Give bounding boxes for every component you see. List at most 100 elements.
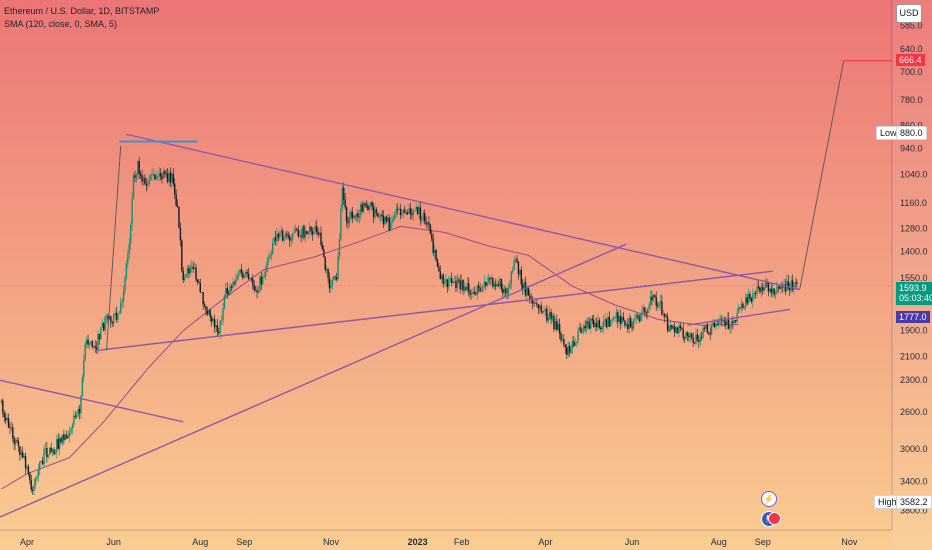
projection-line[interactable] [106, 145, 122, 351]
candle-body [100, 327, 102, 340]
trendline[interactable] [687, 308, 790, 326]
candle-body [611, 318, 613, 321]
trendline[interactable] [0, 243, 627, 518]
candle-body [605, 319, 608, 328]
candle-body [509, 283, 511, 289]
candle-body [280, 230, 282, 234]
sma-legend[interactable]: SMA (120, close, 0, SMA, 5) [4, 19, 118, 29]
trendlines-group[interactable] [0, 60, 892, 518]
candle-body [232, 282, 234, 288]
candle-body [648, 304, 650, 309]
candle-body [12, 427, 14, 439]
candle-body [27, 466, 30, 474]
candle-body [737, 307, 740, 313]
candle-body [156, 176, 159, 178]
candle-body [583, 325, 585, 333]
symbol-legend[interactable]: Ethereum / U.S. Dollar, 1D, BITSTAMP [4, 6, 160, 16]
candle-body [563, 339, 565, 345]
candle-body [391, 220, 393, 224]
candle-body [50, 447, 52, 452]
candle-body [93, 346, 95, 347]
candle-body [196, 279, 199, 282]
candle-body [129, 224, 132, 244]
trendline[interactable] [0, 379, 184, 423]
candle-body [533, 303, 535, 304]
candle-body [431, 234, 433, 239]
sma-group [1, 225, 739, 490]
candle-body [70, 428, 72, 433]
currency-button[interactable]: USD [896, 4, 922, 23]
candle-body [37, 469, 40, 477]
candle-body [162, 171, 165, 179]
candle-body [382, 216, 385, 225]
candle-body [473, 291, 476, 294]
y-tick-label: 940.0 [900, 143, 923, 153]
candle-body [245, 271, 247, 276]
candle-body [695, 334, 697, 344]
candle-body [51, 449, 54, 452]
candle-body [776, 286, 778, 294]
dividend-event-icon[interactable] [768, 512, 781, 525]
candle-body [338, 239, 341, 257]
candle-body [771, 288, 774, 293]
candle-body [20, 452, 23, 455]
candle-body [236, 276, 238, 280]
candle-body [662, 314, 665, 315]
candle-body [561, 339, 564, 341]
candle-body [610, 320, 612, 327]
candle-body [764, 282, 767, 289]
candle-body [131, 198, 133, 225]
candle-body [725, 321, 727, 326]
candle-body [33, 484, 35, 491]
projection-line[interactable] [799, 60, 845, 290]
price-axis-panel[interactable] [892, 0, 932, 550]
candle-body [740, 303, 743, 308]
candle-body [766, 282, 768, 284]
candle-body [762, 286, 764, 291]
candle-body [688, 335, 690, 338]
candle-body [34, 478, 37, 485]
candle-body [304, 231, 307, 238]
candle-body [60, 437, 62, 443]
trendline[interactable] [96, 270, 773, 352]
candle-body [240, 269, 243, 273]
y-tick-label: 3800.0 [900, 505, 928, 515]
candle-body [571, 341, 574, 349]
candle-body [604, 319, 606, 322]
candle-body [105, 316, 108, 317]
candle-body [313, 231, 315, 235]
candle-body [486, 282, 488, 286]
candle-body [482, 284, 484, 292]
candle-body [584, 325, 586, 329]
axis-y-group[interactable]: 585.0 640.0 700.0 780.0 860.0 940.0 1040.0 1160… [891, 0, 932, 550]
candle-body [81, 377, 84, 397]
candle-body [125, 263, 128, 278]
candle-body [453, 281, 456, 283]
candle-body [681, 327, 683, 330]
candle-body [540, 305, 542, 312]
candle-body [124, 277, 126, 291]
candle-body [462, 279, 464, 291]
candle-body [671, 324, 673, 329]
x-tick-label: Jun [625, 537, 640, 547]
trendline[interactable] [126, 133, 800, 291]
candle-body [432, 238, 434, 254]
candle-body [392, 218, 395, 221]
candle-body [476, 285, 478, 295]
candle-body [324, 257, 326, 270]
candle-body [631, 327, 633, 329]
candle-body [16, 440, 18, 441]
candle-body [409, 208, 412, 215]
candle-body [281, 230, 284, 241]
candle-body [703, 327, 706, 329]
candle-body [504, 288, 507, 293]
candle-body [127, 254, 129, 264]
candle-body [757, 286, 760, 288]
candle-body [381, 214, 383, 217]
candle-body [770, 288, 772, 293]
candle-body [618, 316, 620, 323]
lightning-icon[interactable]: ⚡ [761, 491, 777, 507]
candle-body [682, 329, 684, 338]
